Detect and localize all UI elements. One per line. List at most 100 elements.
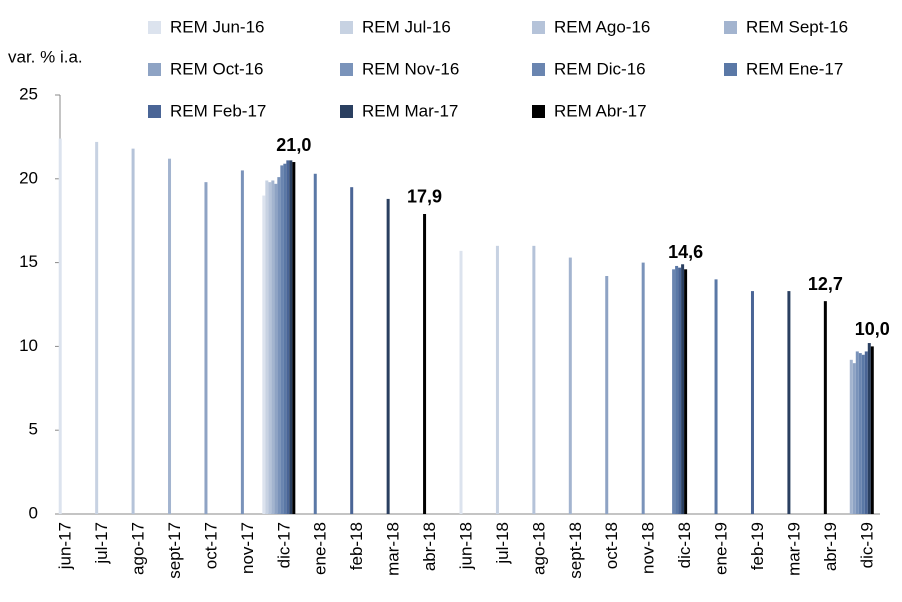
bar: [675, 265, 679, 514]
x-tick-label: oct-17: [201, 522, 220, 569]
bar: [605, 276, 609, 514]
bar: [684, 269, 688, 514]
bar: [750, 291, 754, 514]
bar: [262, 195, 266, 514]
x-tick-label: ene-18: [311, 522, 330, 575]
value-label: 21,0: [276, 135, 311, 155]
x-tick-label: ene-19: [712, 522, 731, 575]
legend-swatch: [148, 21, 161, 34]
x-tick-label: dic-17: [274, 522, 293, 568]
bar: [280, 165, 284, 514]
bar: [852, 363, 856, 514]
x-tick-label: mar-18: [384, 522, 403, 576]
bar: [864, 351, 868, 514]
y-tick-label: 5: [29, 420, 38, 439]
x-tick-label: sept-17: [165, 522, 184, 579]
x-tick-label: jul-18: [493, 522, 512, 565]
y-tick-label: 10: [19, 336, 38, 355]
bar: [204, 182, 208, 515]
bar: [641, 262, 645, 514]
bar: [823, 301, 827, 514]
legend-swatch: [148, 63, 161, 76]
bar: [568, 257, 572, 514]
bar: [681, 264, 685, 514]
y-tick-label: 25: [19, 84, 38, 103]
legend-label: REM Oct-16: [170, 59, 264, 78]
bar: [313, 173, 317, 514]
x-tick-label: feb-19: [748, 522, 767, 570]
legend-label: REM Nov-16: [362, 59, 459, 78]
x-tick-label: mar-19: [784, 522, 803, 576]
bar: [350, 187, 354, 514]
bar: [423, 213, 427, 514]
legend-label: REM Abr-17: [554, 101, 647, 120]
x-tick-label: oct-18: [602, 522, 621, 569]
x-tick-label: jun-17: [56, 522, 75, 570]
bar: [240, 170, 244, 515]
bar: [861, 354, 865, 514]
legend-label: REM Feb-17: [170, 101, 266, 120]
bar: [131, 148, 135, 514]
x-tick-label: sept-18: [566, 522, 585, 579]
bar: [286, 160, 290, 514]
bar: [858, 353, 862, 514]
y-axis-label: var. % i.a.: [8, 47, 83, 66]
x-tick-label: jun-18: [456, 522, 475, 570]
bar: [268, 182, 272, 515]
x-tick-label: ago-17: [129, 522, 148, 575]
bar: [870, 346, 874, 514]
legend-swatch: [340, 105, 353, 118]
bar: [271, 180, 275, 514]
legend-swatch: [148, 105, 161, 118]
legend-swatch: [340, 63, 353, 76]
bar: [95, 141, 99, 515]
bar: [168, 158, 172, 515]
x-tick-label: nov-17: [238, 522, 257, 574]
legend-swatch: [724, 63, 737, 76]
y-tick-label: 20: [19, 168, 38, 187]
bar: [292, 162, 296, 515]
value-label: 17,9: [407, 187, 442, 207]
bar: [672, 269, 676, 514]
bar: [289, 160, 293, 514]
bar: [678, 267, 682, 514]
legend-swatch: [724, 21, 737, 34]
legend-label: REM Mar-17: [362, 101, 458, 120]
x-tick-label: jul-17: [92, 522, 111, 565]
y-tick-label: 0: [29, 503, 38, 522]
legend-label: REM Dic-16: [554, 59, 646, 78]
bar: [855, 351, 859, 514]
bar: [277, 177, 281, 514]
legend-swatch: [532, 21, 545, 34]
bar: [867, 343, 871, 514]
x-tick-label: dic-18: [675, 522, 694, 568]
y-tick-label: 15: [19, 252, 38, 271]
legend-label: REM Sept-16: [746, 17, 848, 36]
legend-label: REM Jul-16: [362, 17, 451, 36]
bar: [532, 245, 536, 514]
legend-swatch: [532, 105, 545, 118]
legend-label: REM Ene-17: [746, 59, 843, 78]
bar: [495, 245, 499, 514]
bar: [265, 180, 269, 514]
x-tick-label: feb-18: [347, 522, 366, 570]
bar: [386, 198, 390, 515]
bar: [274, 183, 278, 514]
bar: [283, 163, 287, 514]
bar: [849, 359, 853, 514]
value-label: 10,0: [855, 319, 890, 339]
x-tick-label: abr-19: [821, 522, 840, 571]
value-label: 14,6: [668, 242, 703, 262]
legend-label: REM Ago-16: [554, 17, 650, 36]
x-tick-label: nov-18: [639, 522, 658, 574]
legend-label: REM Jun-16: [170, 17, 264, 36]
x-tick-label: dic-19: [857, 522, 876, 568]
bar: [459, 250, 463, 515]
bar: [714, 279, 718, 514]
bar: [58, 138, 62, 515]
x-tick-label: abr-18: [420, 522, 439, 571]
bar: [787, 291, 791, 514]
legend-swatch: [532, 63, 545, 76]
legend-swatch: [340, 21, 353, 34]
